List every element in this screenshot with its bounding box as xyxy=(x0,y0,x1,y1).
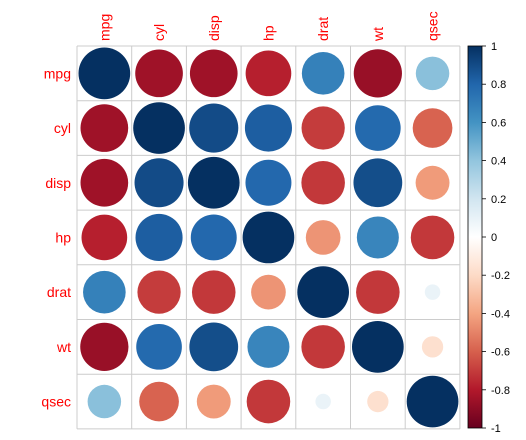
correlation-circle-cyl-disp xyxy=(189,103,239,153)
correlation-circle-cyl-qsec xyxy=(412,108,453,148)
colorbar-gradient xyxy=(467,45,483,429)
correlation-circle-disp-wt xyxy=(353,158,403,208)
column-label-wt: wt xyxy=(370,27,386,42)
correlation-circle-qsec-drat xyxy=(315,393,331,410)
correlation-circle-mpg-disp xyxy=(189,49,238,98)
correlation-circle-hp-hp xyxy=(242,211,295,264)
colorbar-tick-label: 0.4 xyxy=(491,156,506,168)
colorbar-tick-label: 0.8 xyxy=(491,79,506,91)
correlation-circle-qsec-disp xyxy=(196,384,231,419)
correlation-circle-wt-cyl xyxy=(136,324,182,370)
correlation-circle-disp-drat xyxy=(301,160,345,205)
colorbar-tick-label: 0 xyxy=(491,232,497,244)
correlation-circle-qsec-hp xyxy=(246,379,291,424)
colorbar-tick-label: 0.2 xyxy=(491,194,506,206)
correlation-circle-cyl-wt xyxy=(355,105,401,151)
correlation-circle-wt-qsec xyxy=(421,336,444,358)
correlation-circle-hp-qsec xyxy=(410,215,455,260)
correlation-circle-wt-wt xyxy=(352,321,404,373)
plot-grid xyxy=(76,45,461,430)
colorbar-tick-label: -0.2 xyxy=(491,270,510,282)
correlation-circle-hp-cyl xyxy=(135,213,183,262)
correlation-circle-mpg-cyl xyxy=(135,49,183,98)
correlation-circle-cyl-hp xyxy=(244,104,293,152)
column-label-disp: disp xyxy=(206,15,222,41)
column-label-hp: hp xyxy=(260,25,276,41)
colorbar-tick-label: 1 xyxy=(491,41,497,53)
correlation-circle-wt-disp xyxy=(189,322,239,372)
row-label-drat: drat xyxy=(47,284,71,300)
correlation-circle-qsec-cyl xyxy=(139,381,179,422)
colorbar-tick-label: -0.4 xyxy=(491,308,510,320)
column-label-qsec: qsec xyxy=(425,11,441,41)
correlation-circle-wt-mpg xyxy=(80,322,129,371)
row-label-disp: disp xyxy=(45,175,71,191)
correlation-circle-drat-qsec xyxy=(424,284,441,300)
row-label-hp: hp xyxy=(55,229,71,245)
row-label-cyl: cyl xyxy=(54,120,71,136)
correlation-circle-hp-drat xyxy=(305,220,341,255)
colorbar-tick-label: -1 xyxy=(491,423,501,435)
colorbar-tick-label: -0.6 xyxy=(491,347,510,359)
correlation-circle-cyl-cyl xyxy=(133,102,185,154)
correlation-circle-mpg-hp xyxy=(245,50,292,97)
colorbar-tick-label: -0.8 xyxy=(491,385,510,397)
correlation-circle-mpg-mpg xyxy=(78,47,131,100)
column-label-mpg: mpg xyxy=(96,14,112,41)
correlation-circle-drat-drat xyxy=(297,266,349,318)
correlation-circle-drat-cyl xyxy=(137,270,181,314)
correlation-circle-disp-mpg xyxy=(80,158,129,207)
correlation-circle-drat-disp xyxy=(191,270,236,314)
colorbar: 1 0.8 0.6 0.4 0.2 0 -0.2 -0.4 -0.6 -0.8 -1 xyxy=(467,41,510,435)
correlation-circle-qsec-mpg xyxy=(87,384,122,419)
column-label-drat: drat xyxy=(315,17,331,41)
column-label-cyl: cyl xyxy=(151,24,167,41)
correlation-circle-wt-hp xyxy=(247,325,290,368)
correlation-circle-disp-qsec xyxy=(415,165,450,200)
correlation-circle-disp-disp xyxy=(187,156,240,209)
correlation-circle-qsec-qsec xyxy=(406,375,459,428)
correlation-circle-hp-mpg xyxy=(81,214,128,261)
correlation-circle-disp-hp xyxy=(245,159,292,206)
correlation-circle-mpg-wt xyxy=(353,49,402,98)
correlation-circle-drat-hp xyxy=(251,274,286,310)
correlation-circle-cyl-drat xyxy=(301,106,345,150)
correlation-circle-mpg-qsec xyxy=(415,56,450,91)
correlation-circle-hp-disp xyxy=(190,214,237,261)
correlation-circle-drat-wt xyxy=(356,270,400,314)
axis-labels: mpg mpg cyl cyl disp disp hp hp drat drat wt wt qsec… xyxy=(41,11,440,409)
correlation-circle-hp-wt xyxy=(356,216,399,259)
row-label-wt: wt xyxy=(56,339,71,355)
colorbar-tick-label: 0.6 xyxy=(491,117,506,129)
correlation-circle-cyl-mpg xyxy=(80,104,129,152)
correlation-circle-mpg-drat xyxy=(301,52,345,95)
correlation-circle-disp-cyl xyxy=(134,158,184,208)
correlation-circle-qsec-wt xyxy=(367,390,389,413)
row-label-mpg: mpg xyxy=(44,65,71,81)
correlation-circle-wt-drat xyxy=(301,325,345,369)
row-label-qsec: qsec xyxy=(41,394,71,410)
correlation-circles xyxy=(78,47,459,428)
correlation-circle-drat-mpg xyxy=(83,270,126,314)
